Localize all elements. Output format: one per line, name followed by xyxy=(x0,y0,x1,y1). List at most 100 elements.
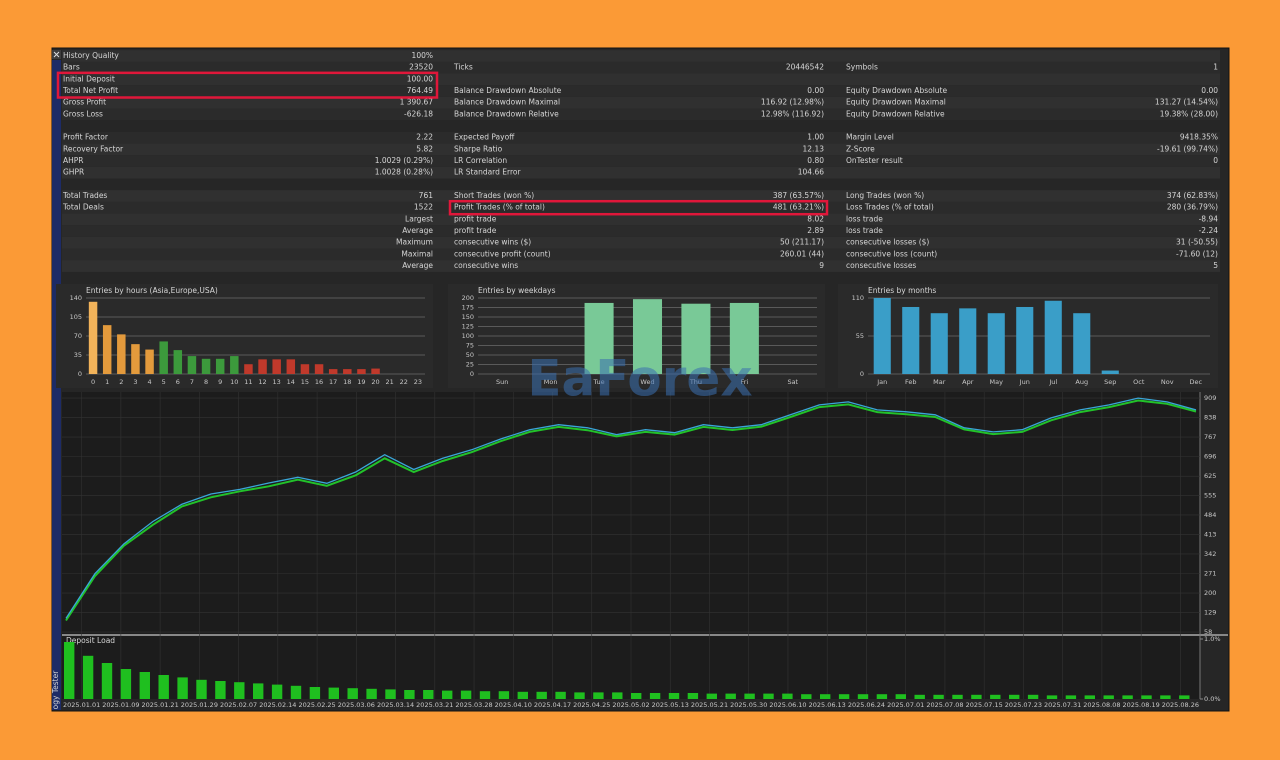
bar xyxy=(145,349,154,374)
bar xyxy=(584,302,614,374)
stat-label: History Quality xyxy=(63,51,119,60)
bar xyxy=(300,364,310,374)
stat-label: Total Trades xyxy=(62,191,107,200)
x-tick-label: 6 xyxy=(176,378,180,386)
load-bar xyxy=(1027,694,1039,699)
stat-label: loss trade xyxy=(846,214,883,223)
x-tick-label: 2025.08.26 xyxy=(1162,701,1199,709)
load-bar xyxy=(479,691,491,699)
load-bar xyxy=(668,693,680,699)
close-icon[interactable] xyxy=(53,51,60,58)
bar xyxy=(1044,300,1062,374)
load-bar xyxy=(763,693,774,699)
x-tick-label: 2025.04.17 xyxy=(534,701,571,709)
stat-value: 0.00 xyxy=(807,86,824,95)
y-tick-label: 200 xyxy=(1204,589,1216,597)
row-background xyxy=(62,96,1220,109)
y-tick-label: 129 xyxy=(1204,609,1216,617)
stat-value: 31 (-50.55) xyxy=(1176,238,1218,247)
x-tick-label: Fri xyxy=(740,378,748,386)
stat-label: Profit Factor xyxy=(63,133,109,142)
load-bar xyxy=(1179,695,1190,699)
stat-label: OnTester result xyxy=(846,156,903,165)
x-tick-label: 2025.06.24 xyxy=(848,701,885,709)
x-tick-label: 2025.08.19 xyxy=(1123,701,1160,709)
stat-value: 0.80 xyxy=(807,156,824,165)
x-tick-label: Oct xyxy=(1133,378,1145,386)
row-background xyxy=(62,225,1220,237)
x-tick-label: Aug xyxy=(1075,378,1088,386)
x-tick-label: 17 xyxy=(329,378,337,386)
load-bar xyxy=(404,690,415,699)
bar xyxy=(357,369,366,374)
balance-line xyxy=(65,399,1197,622)
load-bar xyxy=(423,690,434,699)
x-tick-label: 2025.06.10 xyxy=(769,701,806,709)
bar xyxy=(314,364,324,374)
y-tick-label: 70 xyxy=(74,332,82,340)
load-bar xyxy=(158,675,169,699)
x-tick-label: 2025.06.13 xyxy=(809,701,846,709)
x-tick-label: 13 xyxy=(273,378,281,386)
load-bar xyxy=(385,689,396,699)
balance-line xyxy=(65,397,1197,619)
highlight-box xyxy=(56,71,439,99)
x-tick-label: Jan xyxy=(876,378,887,386)
stat-label: Long Trades (won %) xyxy=(846,191,924,200)
stat-label: Balance Drawdown Relative xyxy=(454,109,559,118)
load-bar xyxy=(215,681,226,699)
x-tick-label: Sep xyxy=(1104,378,1116,386)
load-bar xyxy=(139,672,150,699)
load-bar xyxy=(895,694,906,699)
y-tick-label: 100 xyxy=(462,332,474,340)
load-bar xyxy=(120,669,132,699)
load-bar xyxy=(1084,695,1095,699)
stat-label: Z-Score xyxy=(846,144,875,153)
y-tick-label: 413 xyxy=(1204,530,1216,538)
stat-value: 9418.35% xyxy=(1180,133,1218,142)
watermark: EaForex xyxy=(527,350,752,408)
bar xyxy=(959,308,977,374)
bar xyxy=(131,344,140,374)
bar xyxy=(902,306,920,374)
x-tick-label: Feb xyxy=(905,378,917,386)
content: History Quality 100%Bars 23520 Ticks 2044654… xyxy=(56,50,1221,709)
load-bar xyxy=(782,693,793,699)
stat-value: 100.00 xyxy=(407,74,433,83)
x-tick-label: May xyxy=(990,378,1004,386)
bar xyxy=(1101,370,1119,374)
load-bar xyxy=(876,694,888,699)
load-bar xyxy=(64,642,75,699)
x-tick-label: 2025.07.31 xyxy=(1044,701,1081,709)
stat-value: 19.38% (28.00) xyxy=(1160,109,1218,118)
stat-label: Sharpe Ratio xyxy=(454,144,503,153)
load-bar xyxy=(838,694,850,699)
stat-label: consecutive profit (count) xyxy=(454,249,551,258)
stat-label: Balance Drawdown Absolute xyxy=(454,86,562,95)
stat-label: Margin Level xyxy=(846,133,894,142)
load-bar xyxy=(631,693,642,699)
stat-value: 1.00 xyxy=(807,133,824,142)
y-tick-label: 271 xyxy=(1204,570,1216,578)
stat-label: AHPR xyxy=(63,156,84,165)
stat-value: 0.00 xyxy=(1201,86,1218,95)
load-bar xyxy=(1103,695,1114,699)
stat-label: LR Correlation xyxy=(454,156,507,165)
load-bar xyxy=(82,655,94,699)
x-tick-label: 19 xyxy=(357,378,365,386)
y-tick-label: 110 xyxy=(852,294,864,302)
x-tick-label: 7 xyxy=(190,378,194,386)
x-tick-label: 2025.05.21 xyxy=(691,701,728,709)
y-tick-label: 150 xyxy=(462,313,474,321)
x-tick-label: 2025.04.10 xyxy=(495,701,532,709)
x-tick-label: 2025.03.21 xyxy=(416,701,453,709)
load-bar xyxy=(725,693,736,699)
stat-value: 481 (63.21%) xyxy=(773,203,824,212)
x-tick-label: 2025.02.07 xyxy=(220,701,257,709)
load-bar xyxy=(366,688,377,699)
row-background xyxy=(62,131,1220,144)
x-tick-label: Sun xyxy=(496,378,508,386)
x-tick-label: 2025.03.28 xyxy=(455,701,492,709)
stat-label: consecutive loss (count) xyxy=(846,249,937,258)
